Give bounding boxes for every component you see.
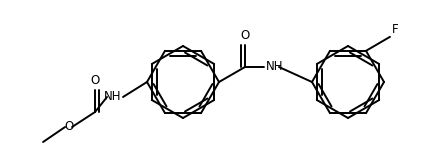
Text: NH: NH bbox=[104, 91, 121, 103]
Text: O: O bbox=[64, 120, 74, 134]
Text: O: O bbox=[90, 74, 100, 87]
Text: NH: NH bbox=[266, 60, 283, 74]
Text: O: O bbox=[240, 29, 250, 42]
Text: F: F bbox=[392, 23, 399, 36]
